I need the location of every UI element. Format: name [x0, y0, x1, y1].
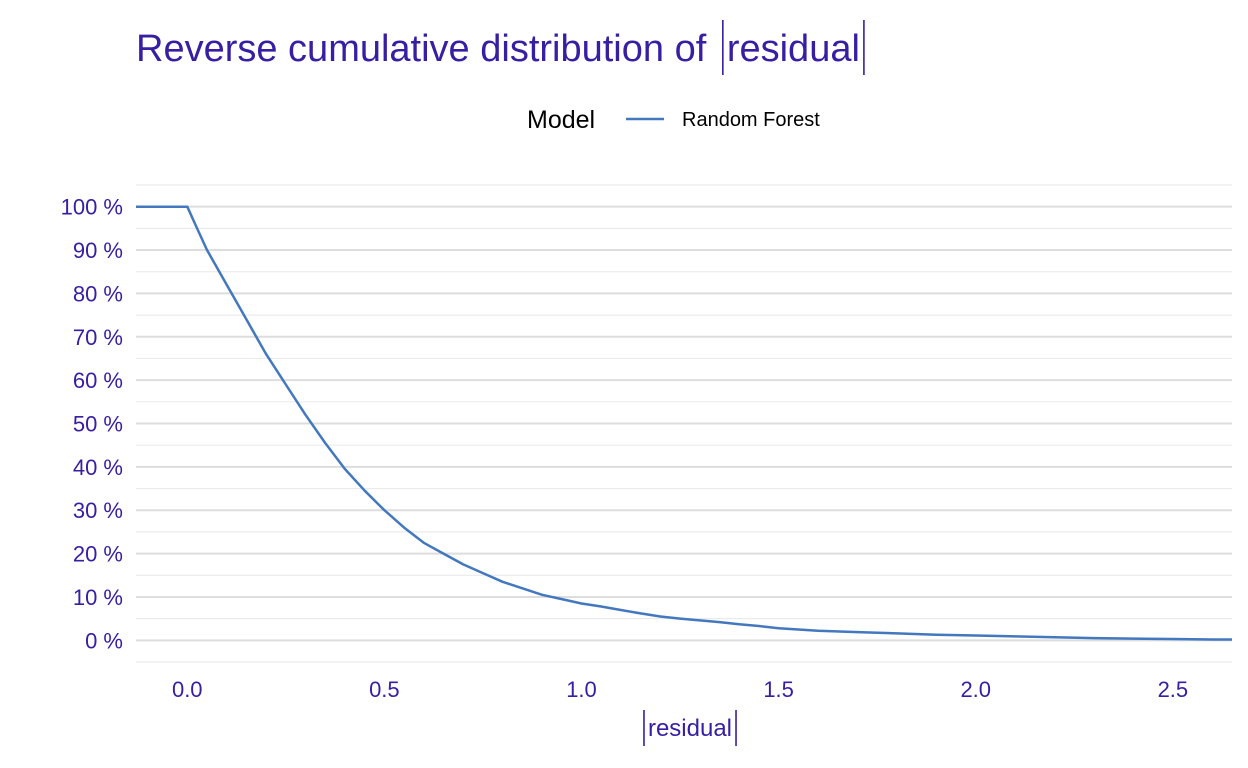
- y-tick-label: 80 %: [73, 281, 123, 306]
- y-tick-label: 10 %: [73, 585, 123, 610]
- y-tick-label: 90 %: [73, 238, 123, 263]
- y-tick-label: 60 %: [73, 368, 123, 393]
- chart-title: Reverse cumulative distribution of resid…: [136, 28, 860, 70]
- y-tick-label: 0 %: [85, 628, 123, 653]
- x-axis-title: residual: [648, 715, 732, 742]
- grid: [136, 184, 1232, 663]
- series-line-random-forest: [136, 205, 1232, 641]
- x-tick-label: 0.0: [172, 677, 203, 702]
- x-tick-label: 1.0: [566, 677, 597, 702]
- y-tick-label: 20 %: [73, 542, 123, 567]
- x-axis-label: residual: [643, 710, 737, 746]
- legend: Model Random Forest: [527, 106, 820, 134]
- legend-title: Model: [527, 106, 595, 134]
- y-tick-label: 100 %: [61, 195, 123, 220]
- x-tick-label: 1.5: [763, 677, 794, 702]
- x-tick-label: 2.5: [1158, 677, 1189, 702]
- x-axis-ticks: 0.0 0.5 1.0 1.5 2.0 2.5: [172, 677, 1188, 702]
- y-tick-label: 70 %: [73, 325, 123, 350]
- y-tick-label: 50 %: [73, 412, 123, 437]
- y-tick-label: 40 %: [73, 455, 123, 480]
- legend-label-random-forest: Random Forest: [682, 109, 820, 131]
- x-tick-label: 0.5: [369, 677, 400, 702]
- y-axis-ticks: 0 % 10 % 20 % 30 % 40 % 50 % 60 % 70 % 80 % 90 % 1…: [61, 195, 123, 654]
- y-tick-label: 30 %: [73, 498, 123, 523]
- x-tick-label: 2.0: [960, 677, 991, 702]
